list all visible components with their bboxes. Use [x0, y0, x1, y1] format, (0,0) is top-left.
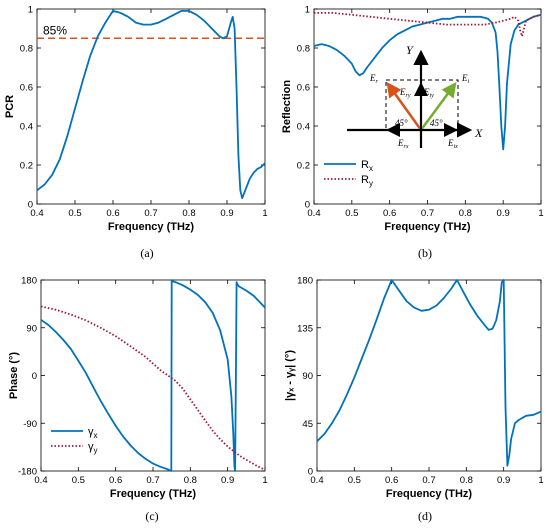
x-tick-label: 0.9: [220, 208, 233, 219]
x-tick-label: 1: [262, 208, 267, 219]
y-tick-label: 0.4: [20, 122, 33, 133]
label-angle-left: 45°: [395, 118, 408, 128]
x-axis-label: Frequency (THz): [384, 221, 471, 233]
x-tick-label: 0.6: [109, 475, 122, 486]
series-line-x: [313, 13, 542, 151]
y-tick-label: 0.2: [297, 161, 310, 172]
x-tick-label: 0.5: [68, 208, 81, 219]
label-eix: Eix: [447, 138, 458, 150]
x-tick-label: 0.8: [182, 208, 195, 219]
plot-area: [313, 8, 542, 205]
label-ery: Ery: [399, 87, 411, 99]
reflected-field-arrow: [386, 81, 423, 131]
legend-label-y: Ry: [361, 174, 373, 188]
x-tick-label: 0.4: [307, 208, 320, 219]
y-tick-label: 0: [305, 200, 310, 211]
x-tick-label: 0.9: [497, 475, 510, 486]
y-tick-label: 0.4: [297, 122, 310, 133]
y-tick-label: 0.6: [20, 83, 33, 94]
y-tick-label: 0.6: [297, 83, 310, 94]
label-angle-right: 45°: [430, 118, 443, 128]
caption-a: (a): [140, 246, 153, 260]
x-axis-label: Frequency (THz): [110, 488, 197, 500]
panel-pcr: 0.4 0.5 0.6 0.7 0.8 0.9 1 0 0.2 0.4 0.6 0.8 1 Frequen…: [4, 5, 268, 234]
panel-phase-difference: 0.4 0.5 0.6 0.7 0.8 0.9 1 0 45 90 135 180 Frequency …: [284, 276, 544, 501]
y-axis-label: |γₓ - γᵧ| (°): [284, 350, 296, 401]
x-tick-label: 0.7: [422, 475, 435, 486]
x-tick-label: 0.4: [34, 475, 47, 486]
panel-reflection: 0.4 0.5 0.6 0.7 0.8 0.9 1 0 0.2 0.4 0.6 0.8 1 Frequen…: [281, 5, 544, 234]
x-tick-label: 0.7: [146, 475, 159, 486]
axis-x-label: X: [474, 126, 483, 140]
x-tick-label: 0.5: [72, 475, 85, 486]
legend-label-x: γx: [88, 426, 98, 440]
plot-area: [40, 279, 266, 472]
y-tick-label: 45: [302, 419, 313, 430]
label-eiy: Eiy: [423, 87, 434, 99]
x-tick-label: 0.6: [106, 208, 119, 219]
x-tick-label: 0.6: [385, 475, 398, 486]
y-tick-label: 90: [302, 371, 313, 382]
y-tick-label: 135: [297, 323, 313, 334]
y-tick-label: 180: [21, 276, 37, 287]
y-tick-label: 1: [28, 5, 33, 16]
y-tick-label: 0.8: [297, 44, 310, 55]
x-tick-label: 0.4: [30, 208, 43, 219]
y-axis-label: Reflection: [281, 80, 293, 133]
x-tick-label: 0.9: [497, 208, 510, 219]
y-tick-label: 0.2: [20, 161, 33, 172]
x-axis-label: Frequency (THz): [108, 221, 195, 233]
label-ei: Ei: [461, 73, 470, 85]
legend-label-x: Rx: [361, 159, 373, 173]
axis-y-label: Y: [406, 43, 414, 57]
threshold-annotation: 85%: [43, 23, 67, 37]
y-axis-label: PCR: [4, 95, 16, 118]
y-tick-label: 0: [28, 200, 33, 211]
caption-d: (d): [418, 509, 432, 523]
y-tick-label: 0: [32, 371, 37, 382]
y-tick-label: 1: [305, 5, 310, 16]
polarization-inset: X Y Er Ei Ery Eiy Erx Eix 45° 45°: [347, 43, 483, 150]
series-line-y: [314, 12, 542, 38]
series-line-0: [316, 279, 542, 467]
panel-phase: 0.4 0.5 0.6 0.7 0.8 0.9 1 -180 -90 0 90 180 Frequenc…: [8, 276, 268, 501]
x-tick-label: 1: [538, 208, 543, 219]
y-tick-label: 0.8: [20, 44, 33, 55]
y-tick-label: 180: [297, 276, 313, 287]
legend-label-y: γy: [88, 441, 98, 455]
series-line-0: [36, 10, 266, 200]
y-tick-label: -90: [23, 419, 37, 430]
x-tick-label: 0.6: [383, 208, 396, 219]
x-tick-label: 1: [262, 475, 267, 486]
label-er: Er: [369, 73, 379, 85]
y-axis-label: Phase (°): [8, 352, 20, 400]
x-tick-label: 0.7: [421, 208, 434, 219]
x-tick-label: 0.7: [144, 208, 157, 219]
label-erx: Erx: [397, 138, 409, 150]
x-tick-label: 0.8: [460, 475, 473, 486]
series-line-x: [40, 279, 266, 472]
series-line-y: [40, 305, 266, 471]
x-tick-label: 1: [538, 475, 543, 486]
caption-c: (c): [145, 509, 158, 523]
x-tick-label: 0.5: [348, 475, 361, 486]
y-tick-label: -180: [18, 467, 37, 478]
x-tick-label: 0.4: [310, 475, 323, 486]
x-tick-label: 0.9: [221, 475, 234, 486]
y-tick-label: 90: [26, 323, 37, 334]
x-axis-label: Frequency (THz): [386, 488, 473, 500]
incident-field-arrow: [419, 81, 457, 131]
x-tick-label: 0.8: [184, 475, 197, 486]
y-tick-label: 0: [308, 467, 313, 478]
x-tick-label: 0.8: [459, 208, 472, 219]
caption-b: (b): [418, 246, 432, 260]
x-tick-label: 0.5: [345, 208, 358, 219]
